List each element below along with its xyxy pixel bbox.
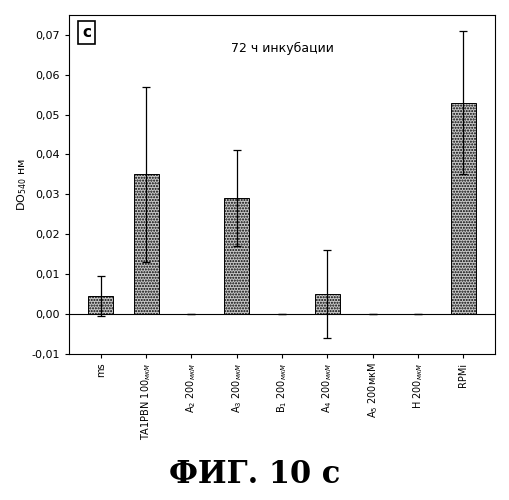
Bar	[314, 294, 339, 314]
Bar	[450, 102, 475, 314]
Bar	[133, 174, 158, 314]
Text: 72 ч инкубации: 72 ч инкубации	[230, 42, 333, 55]
Bar	[224, 198, 249, 314]
Bar	[88, 296, 113, 314]
Y-axis label: DO$_{540}$ нм: DO$_{540}$ нм	[15, 158, 29, 210]
Text: c: c	[82, 25, 91, 40]
Text: ФИГ. 10 с: ФИГ. 10 с	[169, 459, 340, 490]
